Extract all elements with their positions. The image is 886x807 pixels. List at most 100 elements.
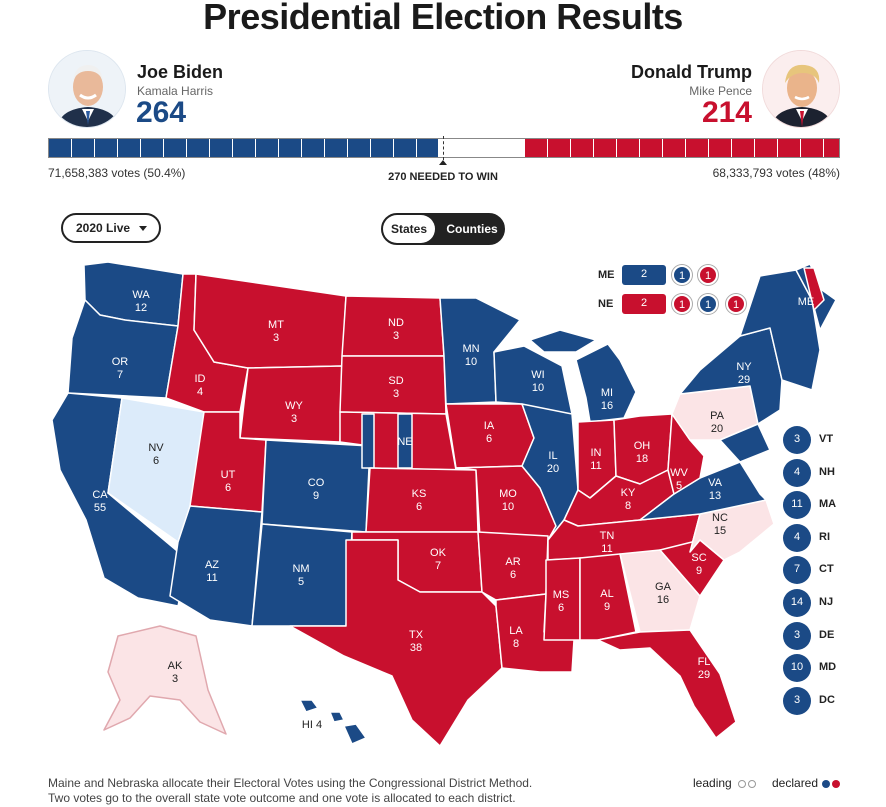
state-label-wa: WA	[132, 289, 150, 301]
state-ev-ca: 55	[94, 502, 106, 514]
me-statewide-pill: 2	[622, 265, 666, 285]
state-label-nm: NM	[292, 563, 309, 575]
state-label-ut: UT	[221, 469, 236, 481]
small-state-ct[interactable]: 7 CT	[783, 556, 863, 585]
state-va	[639, 461, 767, 521]
legend-declared-blue-dot	[822, 780, 830, 788]
state-label-ok: OK	[430, 547, 447, 559]
page-title: Presidential Election Results	[203, 0, 683, 37]
state-label-ms: MS	[553, 589, 570, 601]
ne-statewide-pill: 2	[622, 294, 666, 314]
state-ev-id: 4	[197, 386, 203, 398]
state-ev-ok: 7	[435, 560, 441, 572]
state-label-sd: SD	[388, 375, 403, 387]
state-ak	[103, 625, 227, 735]
view-toggle[interactable]: States Counties	[381, 213, 505, 245]
small-state-ev-ct: 7	[783, 556, 811, 585]
tab-counties[interactable]: Counties	[446, 222, 498, 236]
ne-label: NE	[598, 298, 614, 310]
state-label-nc: NC	[712, 512, 728, 524]
small-state-ri[interactable]: 4 RI	[783, 523, 863, 552]
state-ks	[365, 467, 479, 533]
state-ev-sd: 3	[393, 388, 399, 400]
small-state-ev-md: 10	[783, 654, 811, 683]
state-tx	[289, 539, 503, 747]
small-state-ma[interactable]: 11 MA	[783, 491, 863, 520]
chevron-down-icon	[139, 226, 147, 231]
small-state-de[interactable]: 3 DE	[783, 621, 863, 650]
state-ev-in: 11	[590, 460, 601, 472]
small-state-ev-de: 3	[783, 621, 811, 650]
state-ev-mt: 3	[273, 332, 279, 344]
state-ev-tx: 38	[410, 642, 422, 654]
legend-leading-label: leading	[693, 776, 732, 790]
year-select[interactable]: 2020 Live	[61, 213, 161, 243]
state-label-nd: ND	[388, 317, 404, 329]
legend-declared-red-dot	[832, 780, 840, 788]
state-ne-region	[739, 269, 821, 391]
state-label-mi: MI	[601, 387, 613, 399]
ne-district-3: 1	[726, 294, 746, 314]
state-ev-ks: 6	[416, 501, 422, 513]
state-label-or: OR	[112, 356, 129, 368]
state-label-pa: PA	[710, 410, 725, 422]
state-label-ak: AK	[168, 660, 183, 672]
state-label-mo: MO	[499, 488, 517, 500]
small-state-ev-ma: 11	[783, 491, 811, 520]
small-state-abbr-ct: CT	[819, 563, 834, 576]
tab-states[interactable]: States	[383, 215, 435, 243]
state-ev-ky: 8	[625, 500, 631, 512]
state-ev-la: 8	[513, 638, 519, 650]
state-ev-mi: 16	[601, 400, 613, 412]
state-label-me: ME	[798, 296, 815, 308]
state-label-il: IL	[548, 450, 557, 462]
state-label-co: CO	[308, 477, 325, 489]
state-ev-al: 9	[604, 601, 610, 613]
state-label-wv: WV	[670, 467, 688, 479]
state-ev-mn: 10	[465, 356, 477, 368]
state-ev-nv: 6	[153, 455, 159, 467]
state-label-va: VA	[708, 477, 723, 489]
state-me-d2	[803, 267, 825, 311]
trump-name: Donald Trump	[631, 62, 752, 82]
state-label-ne: NE	[397, 436, 412, 448]
small-state-nj[interactable]: 14 NJ	[783, 589, 863, 617]
state-ev-nd: 3	[393, 330, 399, 342]
ne-district-1: 1	[672, 294, 692, 314]
small-state-dc[interactable]: 3 DC	[783, 686, 863, 715]
state-nm	[251, 523, 353, 627]
small-state-md[interactable]: 10 MD	[783, 654, 863, 683]
state-label-wy: WY	[285, 400, 303, 412]
state-label-az: AZ	[205, 559, 219, 571]
state-label-oh: OH	[634, 440, 651, 452]
small-state-nh[interactable]: 4 NH	[783, 458, 863, 487]
small-state-vt[interactable]: 3 VT	[783, 426, 863, 454]
small-state-ev-nj: 14	[783, 589, 811, 617]
small-state-ev-dc: 3	[783, 686, 811, 715]
state-ev-nm: 5	[298, 576, 304, 588]
state-ev-fl: 29	[698, 669, 710, 681]
state-label-hi: HI 4	[302, 719, 322, 731]
year-select-value: 2020 Live	[76, 221, 131, 235]
state-md	[719, 423, 771, 463]
small-state-abbr-md: MD	[819, 661, 837, 674]
small-state-ev-nh: 4	[783, 458, 811, 487]
state-ga	[619, 549, 701, 633]
small-state-abbr-nj: NJ	[819, 596, 834, 608]
harris-name: Kamala Harris	[137, 84, 214, 98]
state-il	[521, 403, 579, 541]
state-label-ia: IA	[484, 420, 495, 432]
threshold-arrow-icon	[439, 160, 447, 165]
small-state-abbr-vt: VT	[819, 433, 834, 445]
state-ne-d2	[397, 413, 413, 469]
small-state-abbr-dc: DC	[819, 693, 835, 706]
me-label: ME	[598, 269, 615, 281]
state-mi	[575, 343, 637, 423]
ne-district-2: 1	[698, 294, 718, 314]
state-ev-ms: 6	[558, 602, 564, 614]
state-ev-oh: 18	[636, 453, 648, 465]
state-ev-ga: 16	[657, 594, 669, 606]
state-ev-ut: 6	[225, 482, 231, 494]
footnote-line-2: Two votes go to the overall state vote o…	[48, 791, 516, 805]
needed-to-win-label: 270 NEEDED TO WIN	[388, 171, 498, 183]
